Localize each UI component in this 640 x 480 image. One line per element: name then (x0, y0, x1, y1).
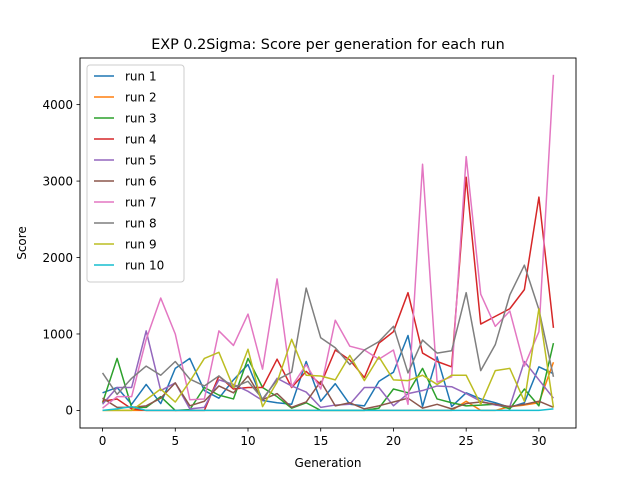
legend-label-run-9: run 9 (125, 237, 157, 251)
legend: run 1 run 2 run 3 run 4 run 5 run 6 run 7 run 8… (86, 64, 185, 283)
chart-title: EXP 0.2Sigma: Score per generation for e… (151, 37, 505, 53)
y-axis-label: Score (15, 226, 29, 260)
x-tick-label: 5 (171, 434, 179, 448)
legend-label-run-3: run 3 (125, 111, 157, 125)
series-line-run-9 (102, 307, 555, 412)
y-tick-label: 2000 (42, 251, 73, 265)
legend-label-run-4: run 4 (125, 132, 157, 146)
series-line-run-8 (101, 264, 555, 400)
axes-frame (79, 57, 577, 429)
series-line-run-10 (102, 405, 554, 412)
series-line-run-6 (102, 375, 554, 410)
x-tick-label: 15 (313, 434, 328, 448)
y-tick-label: 4000 (42, 98, 73, 112)
legend-label-run-6: run 6 (125, 174, 157, 188)
x-tick-label: 20 (386, 434, 401, 448)
x-axis: 0 5 10 15 20 25 30 (99, 428, 547, 448)
y-tick-label: 1000 (42, 327, 73, 341)
y-axis: 0 1000 2000 3000 4000 (42, 98, 80, 418)
x-tick-label: 30 (531, 434, 546, 448)
legend-box (86, 64, 185, 283)
legend-label-run-2: run 2 (125, 90, 157, 104)
legend-label-run-10: run 10 (125, 258, 164, 272)
legend-label-run-1: run 1 (125, 69, 157, 83)
x-tick-label: 10 (240, 434, 255, 448)
y-tick-label: 0 (65, 404, 73, 418)
x-axis-label: Generation (295, 456, 362, 470)
x-tick-label: 0 (99, 434, 107, 448)
plot-area (101, 74, 555, 412)
legend-label-run-8: run 8 (125, 216, 157, 230)
y-tick-label: 3000 (42, 174, 73, 188)
series-line-run-7 (102, 74, 555, 409)
x-tick-label: 25 (459, 434, 474, 448)
legend-label-run-5: run 5 (125, 153, 157, 167)
legend-label-run-7: run 7 (125, 195, 157, 209)
